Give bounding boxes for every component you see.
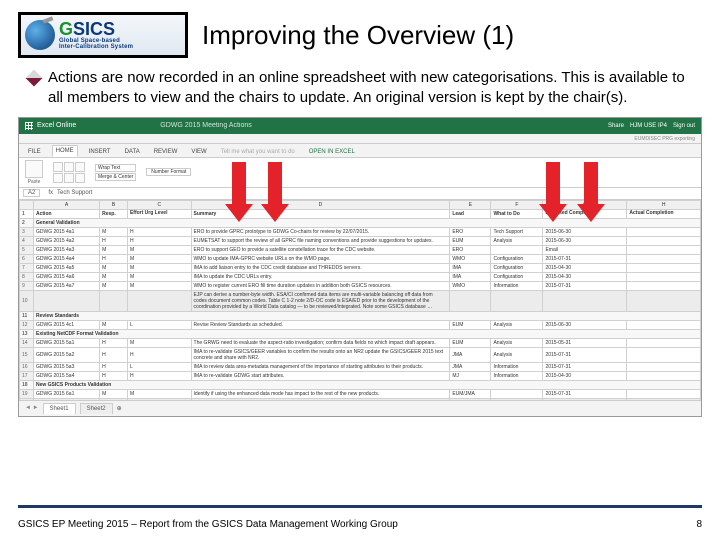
- number-format[interactable]: Number Format: [146, 168, 191, 176]
- table-row[interactable]: 10EJP can derive a number-byte width. ES…: [20, 290, 701, 311]
- table-row[interactable]: 9GDWG 2015 4a7MMWMO to register current …: [20, 281, 701, 290]
- tab-data[interactable]: DATA: [122, 147, 143, 157]
- spreadsheet-table[interactable]: ABCDEFGH 1 Action Resp. Effort Urg Level…: [19, 200, 701, 400]
- excel-screenshot: Excel Online GDWG 2015 Meeting Actions S…: [18, 117, 702, 417]
- footer-text: GSICS EP Meeting 2015 – Report from the …: [18, 519, 398, 530]
- gsics-logo: GSICS Global Space-based Inter-Calibrati…: [18, 12, 188, 58]
- paste-button[interactable]: [25, 160, 43, 178]
- table-row[interactable]: 12GDWG 2015 4c1MLRevise Review Standards…: [20, 320, 701, 329]
- table-row[interactable]: 8GDWG 2015 4a6MMIMA to update the CDC UR…: [20, 272, 701, 281]
- callout-arrow: [539, 162, 567, 222]
- table-row[interactable]: 6GDWG 2015 4a4HMWMO to update IMA-GPRC w…: [20, 254, 701, 263]
- tell-me[interactable]: Tell me what you want to do: [218, 147, 298, 157]
- app-name: Excel Online: [37, 122, 76, 129]
- footer-rule: [18, 505, 702, 508]
- signout-link[interactable]: Sign out: [673, 123, 695, 129]
- excel-titlebar: Excel Online GDWG 2015 Meeting Actions S…: [19, 118, 701, 134]
- merge-center[interactable]: Merge & Center: [95, 173, 136, 181]
- open-in-excel[interactable]: OPEN IN EXCEL: [306, 147, 358, 157]
- logo-letter-rest: SICS: [73, 19, 115, 39]
- section-row: 11Review Standards: [20, 311, 701, 320]
- callout-arrow: [577, 162, 605, 222]
- logo-letter-g: G: [59, 19, 73, 39]
- user-label: HJM USE IP4: [630, 123, 667, 129]
- table-row[interactable]: 16GDWG 2015 5a3HLIMA to review data area…: [20, 362, 701, 371]
- tab-review[interactable]: REVIEW: [151, 147, 181, 157]
- tab-view[interactable]: VIEW: [188, 147, 209, 157]
- document-title: GDWG 2015 Meeting Actions: [160, 122, 251, 129]
- table-row[interactable]: 4GDWG 2015 4a2HHEUMETSAT to support the …: [20, 236, 701, 245]
- app-grid-icon[interactable]: [25, 122, 33, 130]
- formula-value: Tech Support: [57, 190, 92, 196]
- add-sheet-icon[interactable]: ⊕: [117, 405, 122, 412]
- sheet-tab[interactable]: Sheet1: [43, 403, 76, 414]
- logo-subtitle-2: Inter-Calibration System: [59, 44, 133, 50]
- sheet-area[interactable]: ABCDEFGH 1 Action Resp. Effort Urg Level…: [19, 200, 701, 400]
- slide-header: GSICS Global Space-based Inter-Calibrati…: [18, 12, 702, 58]
- section-row: 13Existing NetCDF Format Validation: [20, 329, 701, 338]
- bullet-diamond-icon: [26, 70, 43, 87]
- bullet-text: Actions are now recorded in an online sp…: [48, 68, 692, 109]
- callout-arrow: [225, 162, 253, 222]
- table-row[interactable]: 17GDWG 2015 5a4HHIMA to re-validate GDWG…: [20, 371, 701, 380]
- share-button[interactable]: Share: [608, 123, 624, 129]
- section-row: 18New GSICS Products Validation: [20, 380, 701, 389]
- callout-arrow: [261, 162, 289, 222]
- page-number: 8: [696, 519, 702, 530]
- wrap-text[interactable]: Wrap Text: [95, 164, 136, 172]
- sheet-tabs: ◄ ► Sheet1 Sheet2 ⊕: [19, 400, 701, 416]
- globe-icon: [25, 20, 55, 50]
- tab-home[interactable]: HOME: [52, 145, 78, 157]
- slide-footer: GSICS EP Meeting 2015 – Report from the …: [18, 519, 702, 530]
- account-hint: EUMDISEC PRG exporting: [19, 134, 701, 144]
- tab-insert[interactable]: INSERT: [86, 147, 114, 157]
- bullet-block: Actions are now recorded in an online sp…: [28, 68, 692, 109]
- ribbon-tabs: FILE HOME INSERT DATA REVIEW VIEW Tell m…: [19, 144, 701, 158]
- table-row[interactable]: 3GDWG 2015 4a1MHERO to provide GPRC prot…: [20, 227, 701, 236]
- table-row[interactable]: 15GDWG 2015 5a2HHIMA to re-validate GSIC…: [20, 347, 701, 362]
- table-row[interactable]: 7GDWG 2015 4a5MMIMA to add liaison entry…: [20, 263, 701, 272]
- sheet-tab[interactable]: Sheet2: [80, 403, 113, 414]
- tab-file[interactable]: FILE: [25, 147, 44, 157]
- table-row[interactable]: 5GDWG 2015 4a3MMERO to support GEO to pr…: [20, 245, 701, 254]
- cell-ref: A2: [23, 189, 40, 197]
- slide-title: Improving the Overview (1): [202, 20, 514, 51]
- table-row[interactable]: 14GDWG 2015 5a1HMThe GRWG need to evalua…: [20, 338, 701, 347]
- table-row[interactable]: 19GDWG 2015 6a1MMIdentify if using the e…: [20, 389, 701, 398]
